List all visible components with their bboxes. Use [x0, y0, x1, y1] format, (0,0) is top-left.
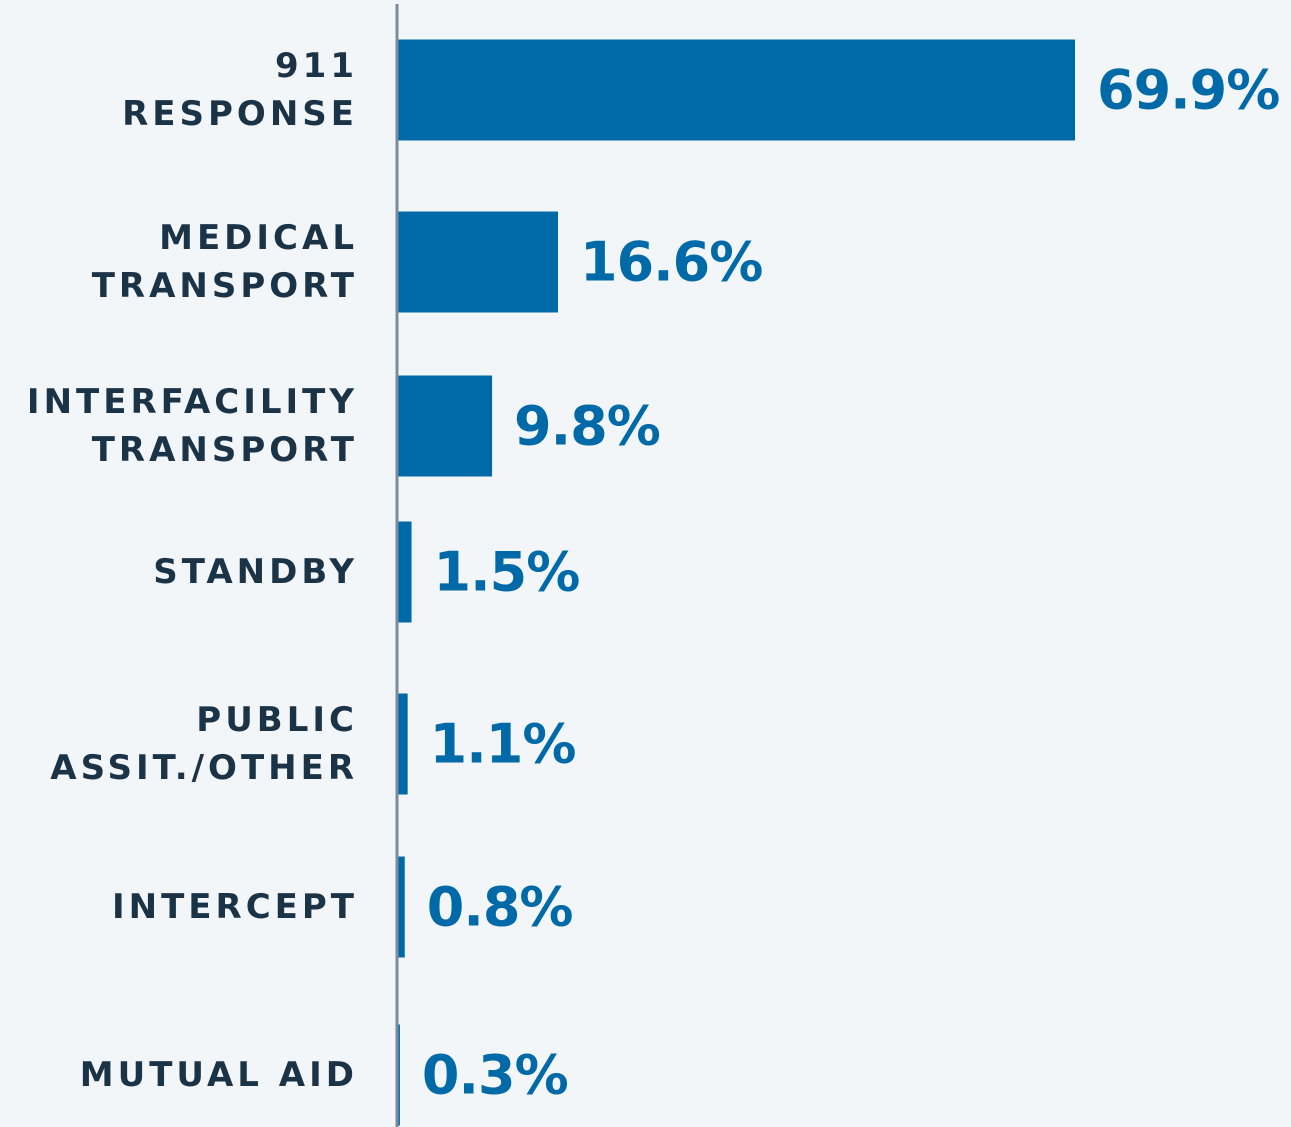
category-label: INTERCEPT — [112, 887, 358, 927]
bar — [397, 375, 493, 477]
value-label: 1.5% — [433, 540, 581, 604]
value-label: 1.1% — [429, 712, 577, 776]
bar — [397, 693, 408, 795]
category-label: 911 RESPONSE — [122, 46, 358, 134]
value-label: 16.6% — [580, 230, 763, 294]
category-label: PUBLIC ASSIT./OTHER — [50, 700, 358, 788]
category-label: INTERFACILITY TRANSPORT — [26, 382, 358, 470]
bar — [397, 39, 1076, 141]
bar — [397, 856, 405, 958]
bar — [397, 521, 412, 623]
category-label: MEDICAL TRANSPORT — [91, 218, 358, 306]
value-label: 9.8% — [514, 394, 661, 458]
category-label: MUTUAL AID — [79, 1055, 358, 1095]
bar — [397, 211, 559, 313]
value-label: 0.3% — [421, 1043, 569, 1107]
value-label: 0.8% — [426, 875, 574, 939]
category-label: STANDBY — [153, 552, 358, 592]
value-label: 69.9% — [1097, 58, 1280, 122]
